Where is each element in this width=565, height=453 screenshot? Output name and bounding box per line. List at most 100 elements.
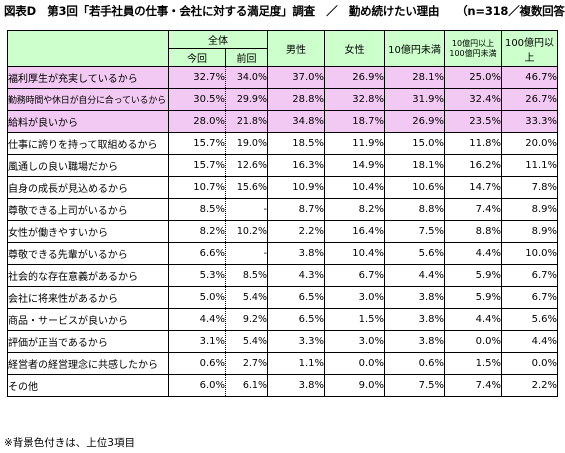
value-current: 32.7% bbox=[168, 66, 226, 89]
value-over-10b: 2.2% bbox=[501, 374, 558, 397]
value-1b-to-10b: 14.7% bbox=[444, 176, 502, 199]
value-1b-to-10b: 5.9% bbox=[444, 264, 502, 287]
value-over-10b: 6.7% bbox=[501, 264, 558, 287]
value-over-10b: 6.7% bbox=[501, 286, 558, 309]
value-female: 18.7% bbox=[324, 110, 385, 133]
value-male: 6.5% bbox=[267, 286, 325, 309]
value-over-10b: 7.8% bbox=[501, 176, 558, 199]
value-previous: 29.9% bbox=[225, 88, 268, 111]
value-under-1b: 4.4% bbox=[384, 264, 445, 287]
table-row: 経営者の経営理念に共感したから 0.6% 2.7% 1.1% 0.0% 0.6% 1.5% 0… bbox=[7, 352, 558, 375]
value-current: 4.4% bbox=[168, 308, 226, 331]
value-previous: 12.6% bbox=[225, 154, 268, 177]
value-over-10b: 20.0% bbox=[501, 132, 558, 155]
row-label: 会社に将来性があるから bbox=[7, 286, 169, 309]
value-female: 3.0% bbox=[324, 330, 385, 353]
value-1b-to-10b: 1.5% bbox=[444, 352, 502, 375]
table-body: 福利厚生が充実しているから 32.7% 34.0% 37.0% 26.9% 28.1% 25… bbox=[7, 66, 558, 397]
figure-title: 図表D 第3回「若手社員の仕事・会社に対する満足度」調査 ／ 勤め続けたい理由 … bbox=[4, 4, 565, 18]
table-row: 風通しの良い職場だから 15.7% 12.6% 16.3% 14.9% 18.1% 16.2… bbox=[7, 154, 558, 177]
row-label: その他 bbox=[7, 374, 169, 397]
results-table: 全体 男性 女性 10億円未満 10億円以上 100億円未満 100億円以上 今… bbox=[7, 30, 558, 397]
value-male: 1.1% bbox=[267, 352, 325, 375]
table-row: 仕事に誇りを持って取組めるから 15.7% 19.0% 18.5% 11.9% 15.0%… bbox=[7, 132, 558, 155]
row-label: 商品・サービスが良いから bbox=[7, 308, 169, 331]
value-over-10b: 8.9% bbox=[501, 220, 558, 243]
value-male: 34.8% bbox=[267, 110, 325, 133]
value-over-10b: 0.0% bbox=[501, 352, 558, 375]
value-current: 8.2% bbox=[168, 220, 226, 243]
value-1b-to-10b: 16.2% bbox=[444, 154, 502, 177]
value-under-1b: 28.1% bbox=[384, 66, 445, 89]
value-previous: 5.4% bbox=[225, 330, 268, 353]
header-corner-cell bbox=[7, 30, 169, 67]
value-male: 37.0% bbox=[267, 66, 325, 89]
header-row-top: 全体 男性 女性 10億円未満 10億円以上 100億円未満 100億円以上 bbox=[7, 30, 558, 67]
header-female: 女性 bbox=[324, 30, 385, 67]
value-under-1b: 10.6% bbox=[384, 176, 445, 199]
value-current: 10.7% bbox=[168, 176, 226, 199]
value-previous: 5.4% bbox=[225, 286, 268, 309]
row-label: 給料が良いから bbox=[7, 110, 169, 133]
value-1b-to-10b: 0.0% bbox=[444, 330, 502, 353]
value-current: 15.7% bbox=[168, 154, 226, 177]
row-label: 風通しの良い職場だから bbox=[7, 154, 169, 177]
table-row: 社会的な存在意義があるから 5.3% 8.5% 4.3% 6.7% 4.4% 5.9% 6.7… bbox=[7, 264, 558, 287]
value-under-1b: 31.9% bbox=[384, 88, 445, 111]
value-over-10b: 8.9% bbox=[501, 198, 558, 221]
value-female: 14.9% bbox=[324, 154, 385, 177]
value-1b-to-10b: 8.8% bbox=[444, 220, 502, 243]
value-male: 2.2% bbox=[267, 220, 325, 243]
value-1b-to-10b: 32.4% bbox=[444, 88, 502, 111]
row-label: 福利厚生が充実しているから bbox=[7, 66, 169, 89]
value-female: 6.7% bbox=[324, 264, 385, 287]
value-under-1b: 7.5% bbox=[384, 220, 445, 243]
value-male: 28.8% bbox=[267, 88, 325, 111]
table-row: 尊敬できる先輩がいるから 6.6% -3.8% 10.4% 5.6% 4.4% 10.0% bbox=[7, 242, 558, 265]
value-previous: - bbox=[225, 242, 268, 265]
value-over-10b: 46.7% bbox=[501, 66, 558, 89]
value-over-10b: 5.6% bbox=[501, 308, 558, 331]
value-under-1b: 3.8% bbox=[384, 330, 445, 353]
value-1b-to-10b: 4.4% bbox=[444, 308, 502, 331]
header-current: 今回 bbox=[168, 48, 226, 67]
value-current: 28.0% bbox=[168, 110, 226, 133]
header-over-10b: 100億円以上 bbox=[501, 30, 558, 67]
value-male: 18.5% bbox=[267, 132, 325, 155]
table-row: 自身の成長が見込めるから 10.7% 15.6% 10.9% 10.4% 10.6% 14.… bbox=[7, 176, 558, 199]
value-female: 26.9% bbox=[324, 66, 385, 89]
value-male: 3.8% bbox=[267, 242, 325, 265]
table-row: 評価が正当であるから 3.1% 5.4% 3.3% 3.0% 3.8% 0.0% 4.4% bbox=[7, 330, 558, 353]
value-under-1b: 15.0% bbox=[384, 132, 445, 155]
value-current: 15.7% bbox=[168, 132, 226, 155]
value-current: 0.6% bbox=[168, 352, 226, 375]
value-female: 11.9% bbox=[324, 132, 385, 155]
value-female: 9.0% bbox=[324, 374, 385, 397]
value-female: 3.0% bbox=[324, 286, 385, 309]
row-label: 尊敬できる先輩がいるから bbox=[7, 242, 169, 265]
value-1b-to-10b: 7.4% bbox=[444, 374, 502, 397]
value-male: 8.7% bbox=[267, 198, 325, 221]
value-current: 3.1% bbox=[168, 330, 226, 353]
value-current: 6.6% bbox=[168, 242, 226, 265]
header-1b-to-10b-line1: 10億円以上 bbox=[451, 38, 495, 48]
value-previous: - bbox=[225, 198, 268, 221]
value-under-1b: 8.8% bbox=[384, 198, 445, 221]
row-label: 自身の成長が見込めるから bbox=[7, 176, 169, 199]
header-1b-to-10b-line2: 100億円未満 bbox=[449, 48, 497, 58]
value-female: 1.5% bbox=[324, 308, 385, 331]
value-over-10b: 11.1% bbox=[501, 154, 558, 177]
table-row: 尊敬できる上司がいるから 8.5% -8.7% 8.2% 8.8% 7.4% 8.9% bbox=[7, 198, 558, 221]
header-overall: 全体 bbox=[168, 30, 268, 49]
header-previous: 前回 bbox=[225, 48, 268, 67]
table-row: 給料が良いから 28.0% 21.8% 34.8% 18.7% 26.9% 23.5% 33.… bbox=[7, 110, 558, 133]
value-1b-to-10b: 11.8% bbox=[444, 132, 502, 155]
value-under-1b: 26.9% bbox=[384, 110, 445, 133]
value-1b-to-10b: 23.5% bbox=[444, 110, 502, 133]
value-male: 16.3% bbox=[267, 154, 325, 177]
footnote: ※背景色付きは、上位3項目 bbox=[4, 437, 135, 449]
table-row: その他 6.0% 6.1% 3.8% 9.0% 7.5% 7.4% 2.2% bbox=[7, 374, 558, 397]
value-under-1b: 0.6% bbox=[384, 352, 445, 375]
value-under-1b: 7.5% bbox=[384, 374, 445, 397]
value-male: 10.9% bbox=[267, 176, 325, 199]
